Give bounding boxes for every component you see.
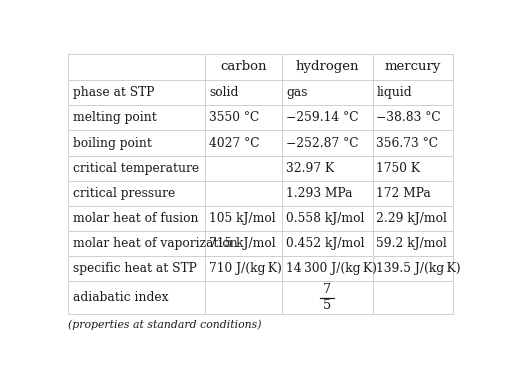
Text: specific heat at STP: specific heat at STP [73, 262, 197, 275]
Text: carbon: carbon [220, 60, 267, 74]
Text: 0.558 kJ/mol: 0.558 kJ/mol [286, 212, 364, 225]
Text: 139.5 J/(kg K): 139.5 J/(kg K) [377, 262, 461, 275]
Text: melting point: melting point [73, 111, 157, 125]
Text: 59.2 kJ/mol: 59.2 kJ/mol [377, 237, 447, 250]
Text: phase at STP: phase at STP [73, 86, 155, 99]
Text: 3550 °C: 3550 °C [209, 111, 259, 125]
Text: mercury: mercury [385, 60, 441, 74]
Text: critical pressure: critical pressure [73, 187, 176, 200]
Text: 105 kJ/mol: 105 kJ/mol [209, 212, 275, 225]
Text: −259.14 °C: −259.14 °C [286, 111, 358, 125]
Text: 32.97 K: 32.97 K [286, 162, 334, 175]
Text: 172 MPa: 172 MPa [377, 187, 431, 200]
Text: 7: 7 [323, 283, 331, 296]
Text: molar heat of vaporization: molar heat of vaporization [73, 237, 238, 250]
Text: 2.29 kJ/mol: 2.29 kJ/mol [377, 212, 447, 225]
Text: 14 300 J/(kg K): 14 300 J/(kg K) [286, 262, 377, 275]
Text: 4027 °C: 4027 °C [209, 136, 260, 150]
Text: 715 kJ/mol: 715 kJ/mol [209, 237, 275, 250]
Text: boiling point: boiling point [73, 136, 152, 150]
Text: −38.83 °C: −38.83 °C [377, 111, 441, 125]
Text: 5: 5 [323, 299, 331, 312]
Text: 710 J/(kg K): 710 J/(kg K) [209, 262, 282, 275]
Text: 1.293 MPa: 1.293 MPa [286, 187, 353, 200]
Text: solid: solid [209, 86, 238, 99]
Text: liquid: liquid [377, 86, 412, 99]
Text: molar heat of fusion: molar heat of fusion [73, 212, 199, 225]
Text: −252.87 °C: −252.87 °C [286, 136, 358, 150]
Text: 356.73 °C: 356.73 °C [377, 136, 438, 150]
Text: 0.452 kJ/mol: 0.452 kJ/mol [286, 237, 364, 250]
Text: gas: gas [286, 86, 307, 99]
Text: critical temperature: critical temperature [73, 162, 200, 175]
Text: hydrogen: hydrogen [296, 60, 359, 74]
Text: (properties at standard conditions): (properties at standard conditions) [68, 320, 262, 330]
Text: adiabatic index: adiabatic index [73, 291, 169, 304]
Text: 1750 K: 1750 K [377, 162, 420, 175]
